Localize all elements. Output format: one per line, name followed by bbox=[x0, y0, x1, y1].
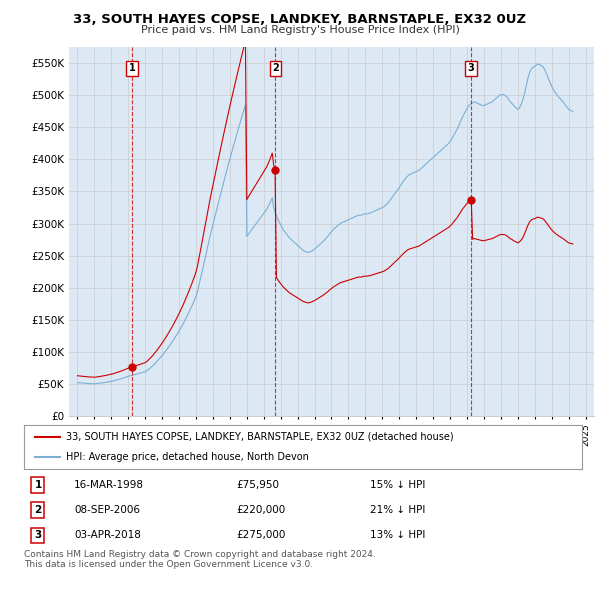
Text: £275,000: £275,000 bbox=[236, 530, 286, 540]
Text: HPI: Average price, detached house, North Devon: HPI: Average price, detached house, Nort… bbox=[66, 452, 309, 462]
Text: 08-SEP-2006: 08-SEP-2006 bbox=[74, 506, 140, 515]
Text: 2: 2 bbox=[272, 63, 279, 73]
Text: £75,950: £75,950 bbox=[236, 480, 279, 490]
Text: 3: 3 bbox=[468, 63, 475, 73]
Text: 15% ↓ HPI: 15% ↓ HPI bbox=[370, 480, 425, 490]
Text: 33, SOUTH HAYES COPSE, LANDKEY, BARNSTAPLE, EX32 0UZ: 33, SOUTH HAYES COPSE, LANDKEY, BARNSTAP… bbox=[73, 13, 527, 26]
Text: Price paid vs. HM Land Registry's House Price Index (HPI): Price paid vs. HM Land Registry's House … bbox=[140, 25, 460, 35]
Text: 1: 1 bbox=[128, 63, 135, 73]
Text: 03-APR-2018: 03-APR-2018 bbox=[74, 530, 141, 540]
Text: Contains HM Land Registry data © Crown copyright and database right 2024.
This d: Contains HM Land Registry data © Crown c… bbox=[24, 550, 376, 569]
Text: 13% ↓ HPI: 13% ↓ HPI bbox=[370, 530, 425, 540]
Text: 16-MAR-1998: 16-MAR-1998 bbox=[74, 480, 144, 490]
Text: 1: 1 bbox=[34, 480, 41, 490]
Text: £220,000: £220,000 bbox=[236, 506, 285, 515]
Text: 2: 2 bbox=[34, 506, 41, 515]
Text: 33, SOUTH HAYES COPSE, LANDKEY, BARNSTAPLE, EX32 0UZ (detached house): 33, SOUTH HAYES COPSE, LANDKEY, BARNSTAP… bbox=[66, 432, 454, 442]
Text: 3: 3 bbox=[34, 530, 41, 540]
Text: 21% ↓ HPI: 21% ↓ HPI bbox=[370, 506, 425, 515]
